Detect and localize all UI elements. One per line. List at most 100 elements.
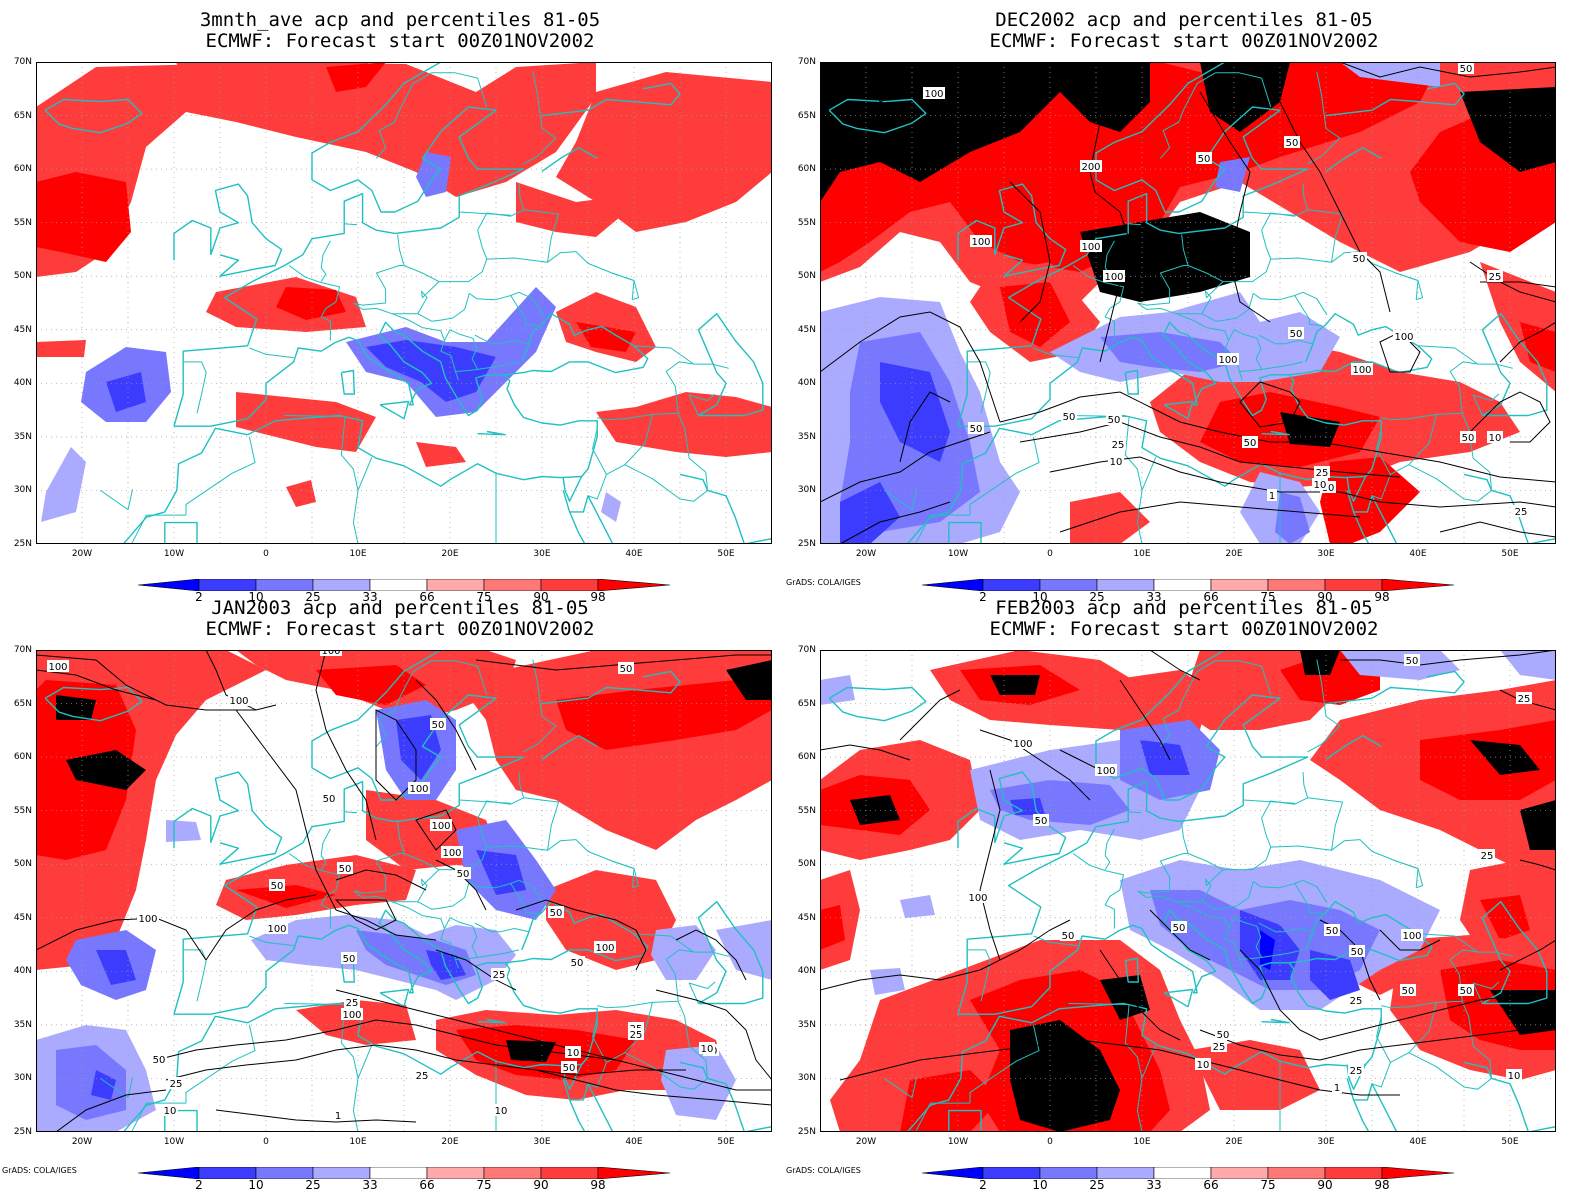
contour-label: 10 bbox=[1506, 1069, 1522, 1082]
contour-label: 25 bbox=[1211, 1040, 1227, 1053]
precip-contour bbox=[1339, 61, 1557, 78]
contour-label-text: 25 bbox=[170, 1079, 183, 1090]
contour-label: 50 bbox=[1171, 921, 1187, 934]
contour-label: 100 bbox=[923, 87, 945, 100]
lon-tick-label: 50E bbox=[1501, 1137, 1519, 1147]
coastline bbox=[541, 670, 681, 705]
contour-label: 50 bbox=[968, 422, 984, 435]
contour-label: 100 bbox=[441, 846, 463, 859]
contour-label-bg bbox=[1393, 330, 1415, 342]
coastline bbox=[1325, 735, 1382, 760]
contour-label: 100 bbox=[1080, 240, 1102, 253]
contour-label: 25 bbox=[1110, 438, 1126, 451]
panel-title: 3mnth_ave acp and percentiles 81-05 bbox=[199, 9, 601, 31]
lon-tick-label: 10E bbox=[349, 549, 367, 559]
percentile-region bbox=[1140, 740, 1190, 775]
percentile-region bbox=[326, 62, 386, 92]
precip-contour bbox=[435, 949, 517, 991]
contour-label: 50 bbox=[1215, 1028, 1231, 1041]
lat-tick-label: 50N bbox=[13, 271, 32, 282]
precip-contour bbox=[1149, 649, 1201, 681]
precip-contour bbox=[535, 1069, 773, 1106]
contour-label-text: 50 bbox=[1198, 154, 1211, 165]
contour-label-text: 100 bbox=[1352, 365, 1371, 376]
contour-label-text: 100 bbox=[1218, 355, 1237, 366]
colorbar-tick-label: 90 bbox=[1317, 590, 1333, 604]
contour-label-text: 50 bbox=[1035, 816, 1048, 827]
precip-contour bbox=[999, 391, 1557, 483]
lat-tick-label: 65N bbox=[13, 110, 32, 121]
country-border bbox=[1239, 368, 1262, 372]
coastline bbox=[379, 988, 410, 1008]
contour-label: 100 bbox=[266, 922, 288, 935]
percentile-region bbox=[91, 1070, 116, 1100]
percentile-region bbox=[66, 750, 146, 790]
coastline bbox=[1481, 901, 1548, 1005]
country-border bbox=[1223, 230, 1272, 283]
contour-label: 50 bbox=[1288, 327, 1304, 340]
country-border bbox=[320, 240, 331, 268]
percentile-region bbox=[820, 62, 1150, 202]
precip-contour bbox=[515, 899, 647, 971]
contour-label: 25 bbox=[1348, 994, 1364, 1007]
percentile-region bbox=[1500, 650, 1556, 680]
precip-contour bbox=[415, 679, 477, 771]
percentile-region bbox=[1470, 740, 1540, 775]
percentile-region bbox=[516, 182, 626, 237]
contour-label-bg bbox=[1095, 764, 1117, 776]
lat-tick-label: 25N bbox=[13, 538, 32, 549]
colorbar-tick-label: 66 bbox=[1203, 1178, 1219, 1192]
contour-label: 1 bbox=[1332, 1081, 1342, 1094]
precip-contour bbox=[839, 1039, 1400, 1096]
lon-tick-label: 10E bbox=[1133, 1137, 1151, 1147]
precip-contour bbox=[979, 729, 1091, 801]
country-border bbox=[477, 184, 525, 231]
lon-tick-label: 0 bbox=[1047, 549, 1053, 559]
percentile-region bbox=[286, 480, 316, 507]
lon-tick-label: 30E bbox=[533, 549, 551, 559]
contour-label-bg bbox=[1215, 1028, 1231, 1040]
country-border bbox=[1181, 822, 1189, 854]
contour-label-bg bbox=[618, 662, 634, 674]
contour-label-text: 100 bbox=[924, 89, 943, 100]
precip-contour bbox=[1199, 91, 1271, 323]
contour-label: 100 bbox=[1393, 330, 1415, 343]
contour-label-bg bbox=[1349, 945, 1365, 957]
lon-tick-label: 40E bbox=[1409, 549, 1427, 559]
map-frame bbox=[820, 62, 1556, 544]
coastline bbox=[1261, 430, 1290, 436]
country-border bbox=[523, 659, 557, 753]
coastline bbox=[174, 909, 598, 1065]
lon-tick-label: 20E bbox=[1225, 1137, 1243, 1147]
colorbar-swatch bbox=[597, 1166, 671, 1180]
precip-contour bbox=[435, 859, 487, 911]
contour-label-text: 10 bbox=[1489, 433, 1502, 444]
contour-label: 25 bbox=[491, 968, 507, 981]
contour-label: 100 bbox=[430, 819, 452, 832]
contour-label-text: 100 bbox=[1402, 931, 1421, 942]
contour-label-text: 100 bbox=[1104, 272, 1123, 283]
precip-contour bbox=[335, 869, 427, 891]
precip-contour bbox=[35, 917, 207, 961]
precip-contour bbox=[1469, 261, 1557, 303]
percentile-region bbox=[900, 1070, 1000, 1132]
contour-label-text: 50 bbox=[1460, 986, 1473, 997]
colorbar-tick-label: 98 bbox=[590, 1178, 606, 1192]
coastline bbox=[1325, 82, 1465, 117]
precip-contour bbox=[655, 989, 773, 1081]
contour-label: 50 bbox=[1458, 984, 1474, 997]
contour-label-text: 50 bbox=[1063, 412, 1076, 423]
precip-contour bbox=[1239, 949, 1521, 1041]
precip-contour bbox=[1009, 181, 1051, 323]
country-border bbox=[1068, 415, 1143, 545]
country-border bbox=[1408, 1052, 1492, 1090]
percentile-region bbox=[870, 968, 905, 995]
country-border bbox=[1253, 880, 1323, 914]
precip-contour bbox=[235, 709, 337, 911]
percentile-region bbox=[716, 920, 772, 980]
contour-label-text: 25 bbox=[630, 1030, 643, 1041]
lat-tick-label: 70N bbox=[797, 57, 816, 67]
contour-label-text: 50 bbox=[550, 908, 563, 919]
lon-tick-label: 20W bbox=[71, 1137, 93, 1147]
